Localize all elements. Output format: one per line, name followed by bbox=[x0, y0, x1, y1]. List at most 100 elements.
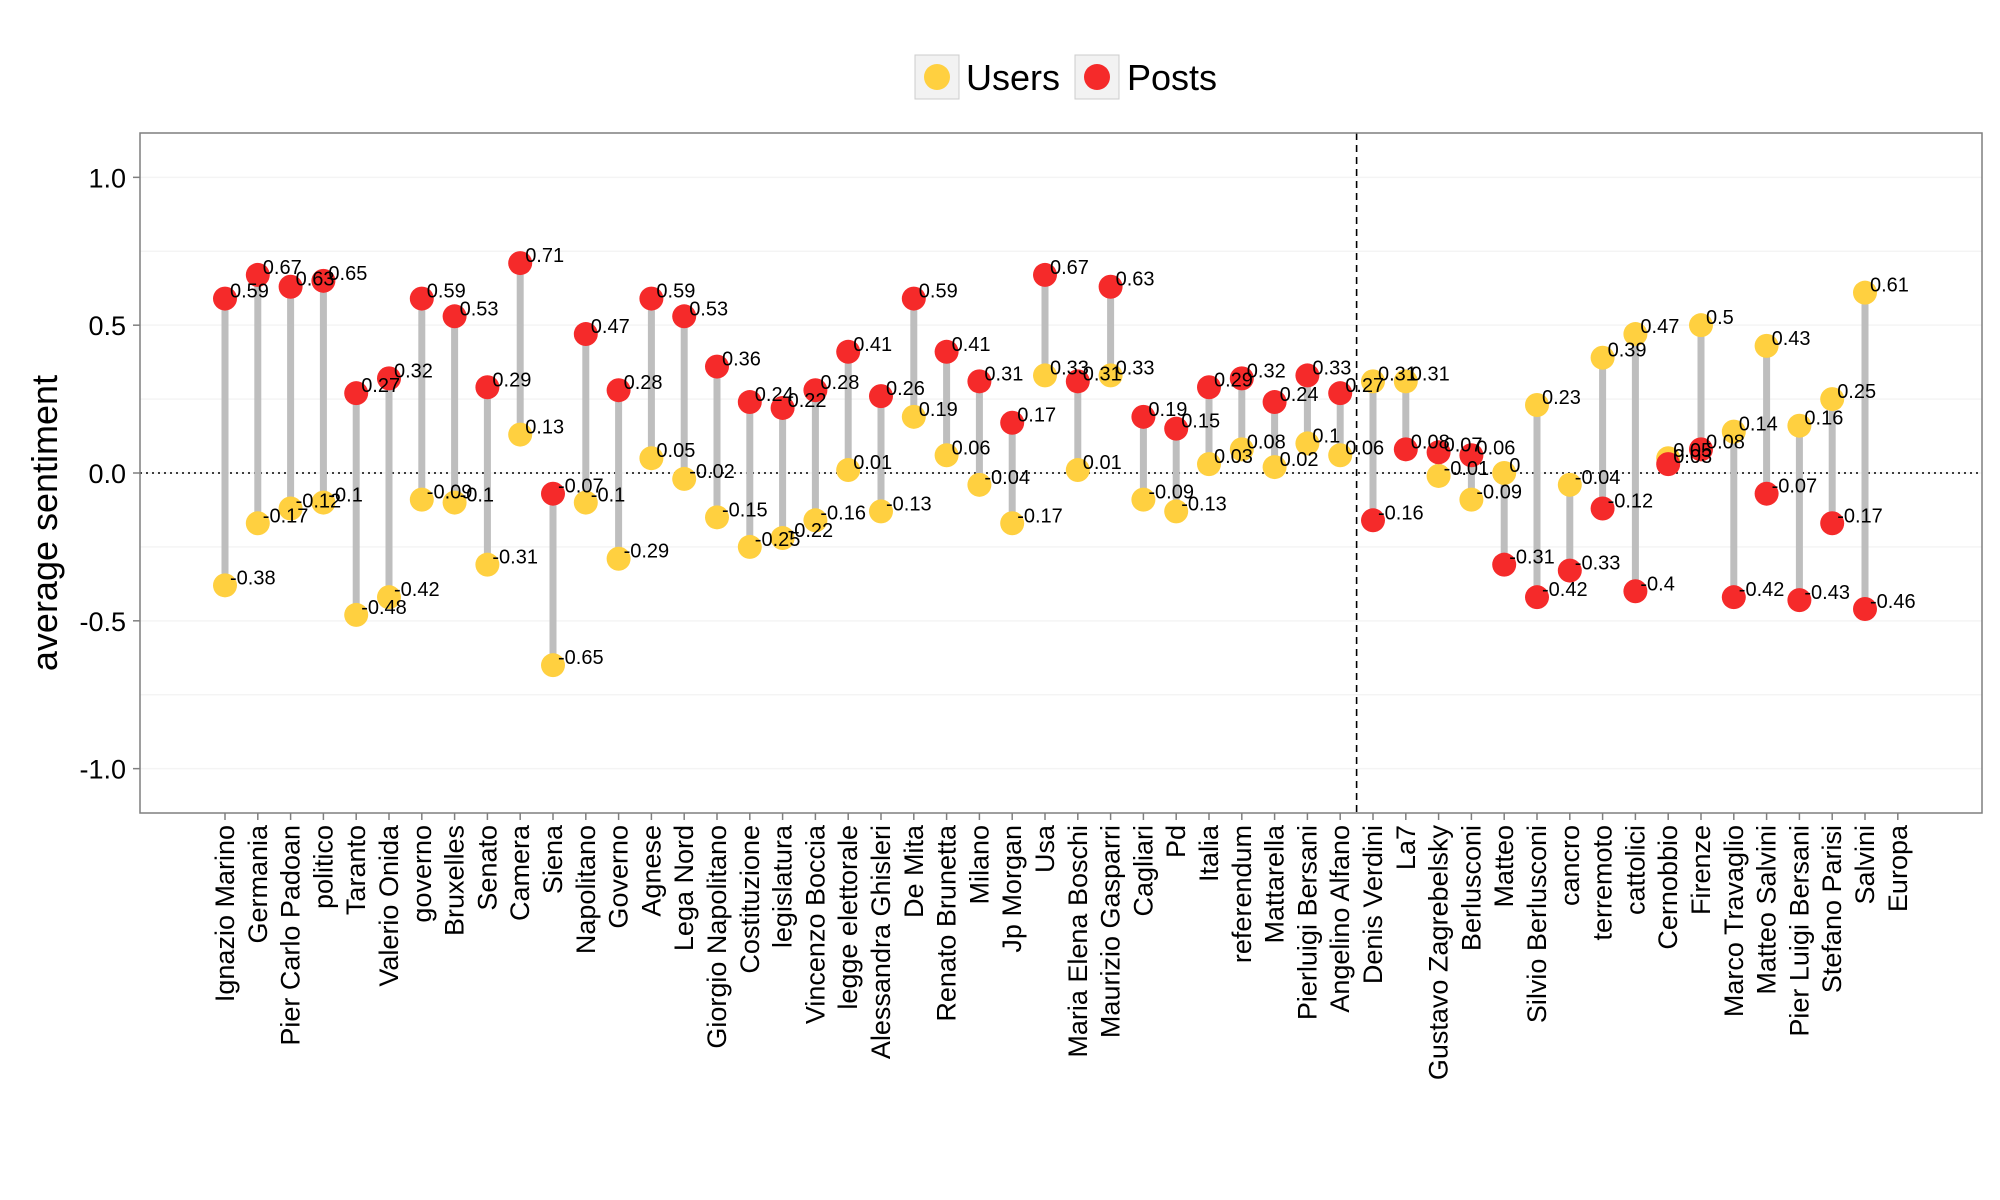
point-posts bbox=[1656, 452, 1681, 477]
x-tick-label: Ignazio Marino bbox=[210, 825, 240, 1002]
data-label-users: -0.25 bbox=[755, 529, 801, 551]
x-tick-label: Gustavo Zagrebelsky bbox=[1424, 825, 1454, 1081]
data-label-users: 0.08 bbox=[1247, 431, 1286, 453]
point-posts bbox=[311, 268, 336, 293]
data-label-users: -0.1 bbox=[591, 485, 625, 507]
x-tick-label: La7 bbox=[1391, 825, 1421, 870]
data-label-users: -0.29 bbox=[624, 541, 670, 563]
data-label-posts: 0.33 bbox=[1312, 357, 1351, 379]
x-tick-label: governo bbox=[407, 825, 437, 923]
point-posts bbox=[1426, 440, 1451, 465]
y-tick-label: 0.0 bbox=[88, 459, 126, 489]
data-label-users: -0.01 bbox=[1444, 458, 1490, 480]
data-label-posts: 0.28 bbox=[624, 372, 663, 394]
data-label-posts: -0.43 bbox=[1804, 582, 1850, 604]
data-label-posts: 0.53 bbox=[460, 298, 499, 320]
x-tick-label: Vincenzo Boccia bbox=[800, 824, 830, 1024]
data-label-users: 0 bbox=[1509, 455, 1520, 477]
point-users bbox=[475, 552, 500, 577]
x-tick-label: Maurizio Gasparri bbox=[1096, 825, 1126, 1038]
point-users bbox=[1623, 322, 1648, 347]
point-posts bbox=[967, 369, 992, 394]
x-tick-label: Angelino Alfano bbox=[1325, 825, 1355, 1013]
data-label-users: 0.05 bbox=[1673, 440, 1712, 462]
x-tick-label: Pier Carlo Padoan bbox=[276, 825, 306, 1046]
x-tick-label: Pierluigi Bersani bbox=[1292, 825, 1322, 1020]
data-label-posts: 0.19 bbox=[1148, 399, 1187, 421]
data-label-users: 0.25 bbox=[1837, 381, 1876, 403]
data-label-users: -0.31 bbox=[492, 547, 538, 569]
point-posts bbox=[1197, 375, 1221, 400]
point-posts bbox=[1393, 437, 1418, 462]
point-users bbox=[1721, 419, 1746, 444]
point-posts bbox=[409, 286, 434, 311]
x-tick-label: Firenze bbox=[1686, 825, 1716, 915]
data-label-posts: 0.06 bbox=[1476, 437, 1515, 459]
point-users bbox=[1197, 452, 1221, 477]
data-label-users: -0.42 bbox=[394, 579, 440, 601]
x-tick-label: Milano bbox=[964, 825, 994, 905]
x-tick-label: Stefano Parisi bbox=[1817, 825, 1847, 993]
point-posts bbox=[541, 481, 565, 506]
point-users bbox=[934, 443, 959, 468]
data-label-users: 0.05 bbox=[656, 440, 695, 462]
point-users bbox=[967, 472, 992, 497]
data-label-users: -0.48 bbox=[361, 597, 407, 619]
point-users bbox=[1098, 363, 1123, 388]
point-users bbox=[737, 534, 762, 559]
x-tick-label: Bruxelles bbox=[440, 825, 470, 936]
point-posts bbox=[1492, 552, 1517, 577]
point-posts bbox=[344, 381, 369, 406]
x-tick-label: Pd bbox=[1161, 825, 1191, 858]
x-tick-label: Germania bbox=[243, 824, 273, 944]
data-label-posts: -0.07 bbox=[558, 476, 604, 498]
data-label-posts: 0.28 bbox=[820, 372, 859, 394]
data-label-users: 0.02 bbox=[1280, 449, 1319, 471]
data-label-users: 0.16 bbox=[1804, 408, 1843, 430]
y-tick-label: -1.0 bbox=[79, 755, 126, 785]
data-label-posts: 0.26 bbox=[886, 378, 925, 400]
point-posts bbox=[1525, 585, 1549, 610]
data-label-users: -0.16 bbox=[820, 502, 866, 524]
point-users bbox=[573, 490, 598, 515]
x-tick-label: Cernobbio bbox=[1653, 825, 1683, 950]
data-label-posts: 0.59 bbox=[427, 281, 466, 303]
x-tick-label: Usa bbox=[1030, 824, 1060, 873]
point-users bbox=[901, 404, 926, 429]
point-users bbox=[639, 446, 664, 471]
x-tick-label: Mattarella bbox=[1260, 824, 1290, 944]
data-label-posts: 0.24 bbox=[1280, 384, 1319, 406]
y-axis-title: average sentiment bbox=[24, 375, 65, 671]
point-users bbox=[1033, 363, 1057, 388]
data-label-users: 0.03 bbox=[1214, 446, 1253, 468]
point-users bbox=[213, 573, 237, 598]
point-users bbox=[1361, 369, 1385, 394]
data-label-users: -0.17 bbox=[263, 505, 309, 527]
point-posts bbox=[1033, 262, 1057, 287]
point-posts bbox=[1754, 481, 1779, 506]
data-label-posts: 0.47 bbox=[591, 316, 630, 338]
point-posts bbox=[836, 339, 861, 364]
point-users bbox=[541, 653, 565, 678]
data-label-users: -0.17 bbox=[1017, 505, 1063, 527]
point-posts bbox=[1000, 410, 1025, 435]
x-tick-label: politico bbox=[308, 825, 338, 909]
data-label-users: 0.31 bbox=[1378, 363, 1417, 385]
data-label-users: -0.04 bbox=[984, 467, 1030, 489]
data-label-posts: 0.63 bbox=[296, 269, 335, 291]
data-label-posts: 0.27 bbox=[361, 375, 400, 397]
legend-marker-users bbox=[924, 64, 950, 90]
point-posts bbox=[1689, 437, 1713, 462]
point-users bbox=[1557, 472, 1582, 497]
data-label-posts: 0.07 bbox=[1444, 434, 1483, 456]
x-tick-label: Marco Travaglio bbox=[1719, 825, 1749, 1017]
y-tick-label: 0.5 bbox=[88, 311, 126, 341]
point-posts bbox=[245, 262, 270, 287]
data-label-posts: -0.46 bbox=[1870, 591, 1916, 613]
data-label-users: -0.09 bbox=[1148, 482, 1194, 504]
data-label-users: -0.1 bbox=[328, 485, 362, 507]
x-tick-label: Matteo bbox=[1489, 825, 1519, 908]
data-label-posts: 0.41 bbox=[853, 334, 892, 356]
point-posts bbox=[573, 322, 598, 347]
point-posts bbox=[377, 366, 401, 391]
